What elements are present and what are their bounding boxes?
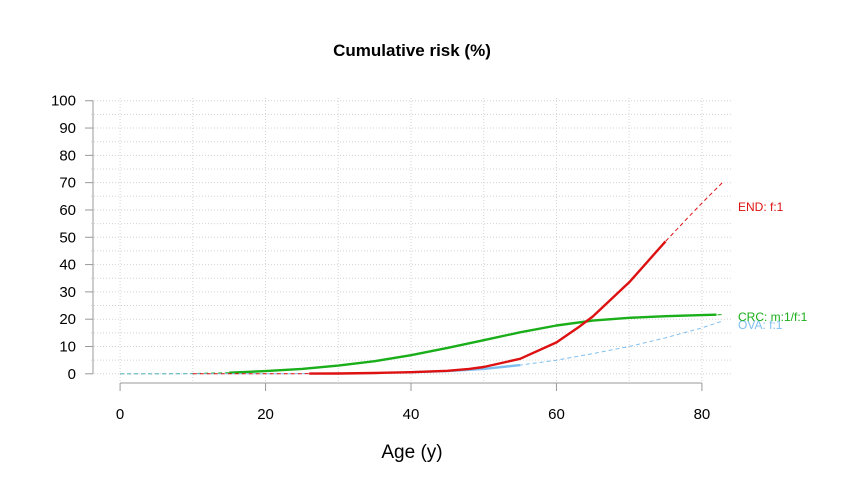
series-line-ova-dashed [120,321,724,374]
y-tick-label: 10 [59,339,76,356]
y-tick-label: 0 [68,366,76,383]
series-line-crc-dashed [120,315,724,374]
y-tick-label: 50 [59,229,76,246]
x-tick-label: 20 [257,406,274,423]
x-axis-label: Age (y) [381,442,442,463]
grid-lines [91,98,731,382]
x-tick-label: 80 [694,406,711,423]
x-tick-label: 40 [403,406,420,423]
series-label-crc: CRC: m:1/f:1 [738,310,808,324]
x-tick-label: 0 [116,406,124,423]
y-tick-label: 80 [59,147,76,164]
chart-title: Cumulative risk (%) [333,41,491,60]
y-tick-label: 60 [59,202,76,219]
y-tick-label: 90 [59,120,76,137]
y-tick-label: 70 [59,175,76,192]
series-line-crc [229,315,716,373]
y-tick-label: 30 [59,284,76,301]
x-tick-label: 60 [548,406,565,423]
y-tick-label: 20 [59,311,76,328]
y-tick-label: 100 [51,93,76,110]
y-axis: 0 10 20 30 40 50 60 70 80 90 100 [51,93,93,383]
series-label-end: END: f:1 [738,200,784,214]
x-axis: 0 20 40 60 80 [116,383,710,423]
y-tick-label: 40 [59,257,76,274]
series-line-end [309,241,665,373]
